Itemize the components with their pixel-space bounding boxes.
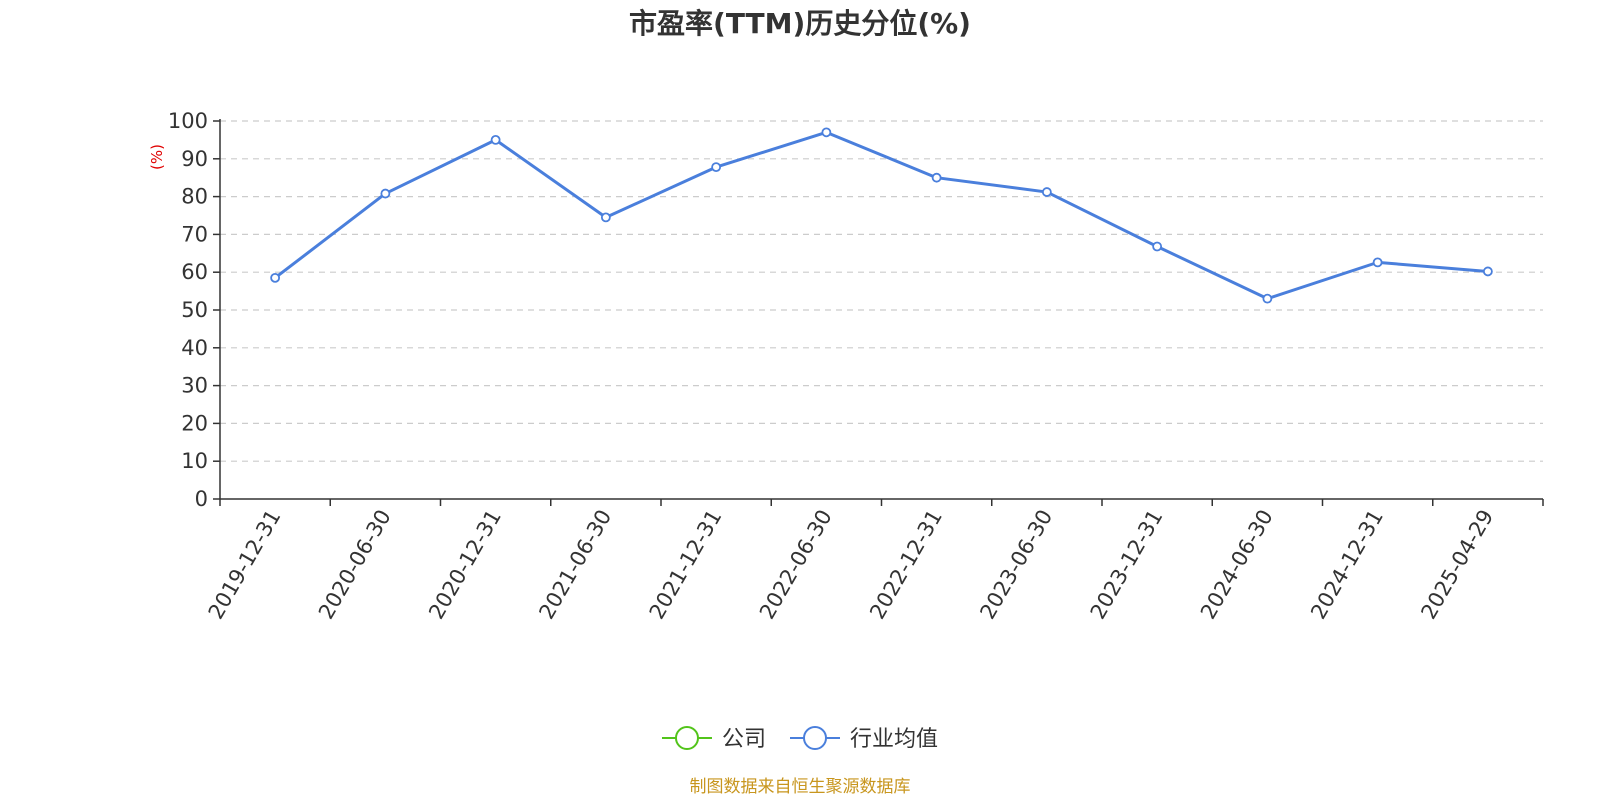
legend-item[interactable]: 公司 <box>661 726 766 752</box>
y-tick-label: 70 <box>181 222 208 246</box>
data-point[interactable] <box>931 172 942 183</box>
y-tick-label: 90 <box>181 147 208 171</box>
data-point[interactable] <box>1041 187 1052 197</box>
data-point[interactable] <box>821 127 832 138</box>
legend-marker-icon <box>674 726 699 750</box>
x-tick-label: 2021-06-30 <box>534 506 616 624</box>
y-tick-label: 20 <box>181 411 208 435</box>
data-point[interactable] <box>1372 257 1383 268</box>
y-tick-label: 40 <box>181 336 208 360</box>
x-tick-label: 2021-12-31 <box>645 506 727 624</box>
data-point[interactable] <box>711 162 722 173</box>
series-layer <box>270 127 1493 304</box>
grid-lines <box>220 120 1543 462</box>
legend-item[interactable]: 行业均值 <box>790 726 938 752</box>
y-ticks: 0 10 20 30 40 50 60 70 80 90 100 <box>168 109 220 511</box>
data-point[interactable] <box>1262 293 1273 304</box>
source-note: 制图数据来自恒生聚源数据库 <box>690 777 911 797</box>
data-point[interactable] <box>490 134 501 145</box>
x-tick-label: 2022-06-30 <box>755 506 837 624</box>
data-point[interactable] <box>1152 241 1163 252</box>
data-point[interactable] <box>1482 266 1493 277</box>
chart-title: 市盈率(TTM)历史分位(%) <box>629 7 971 40</box>
data-point[interactable] <box>600 212 611 223</box>
y-tick-label: 0 <box>195 487 208 511</box>
data-point[interactable] <box>270 272 281 283</box>
y-tick-label: 100 <box>168 109 208 133</box>
legend-label: 行业均值 <box>850 727 938 752</box>
y-tick-label: 60 <box>181 260 208 284</box>
y-tick-label: 80 <box>181 185 208 209</box>
x-tick-label: 2023-12-31 <box>1086 506 1168 624</box>
x-tick-label: 2022-12-31 <box>865 506 947 624</box>
y-axis-label: (%) <box>148 144 166 170</box>
x-ticks: 2019-12-31 2020-06-30 2020-12-31 2021-06-30… <box>204 499 1544 624</box>
y-tick-label: 50 <box>181 298 208 322</box>
x-tick-label: 2019-12-31 <box>204 506 286 624</box>
x-tick-label: 2024-06-30 <box>1196 506 1278 624</box>
x-tick-label: 2020-06-30 <box>314 506 396 624</box>
legend-label: 公司 <box>722 727 766 752</box>
y-tick-label: 30 <box>181 374 208 398</box>
x-tick-label: 2020-12-31 <box>424 506 506 624</box>
legend[interactable]: 公司 行业均值 <box>661 726 938 752</box>
series-line-1 <box>274 130 1488 301</box>
x-tick-label: 2023-06-30 <box>975 506 1057 624</box>
data-point[interactable] <box>380 188 391 199</box>
x-tick-label: 2024-12-31 <box>1306 506 1388 624</box>
legend-marker-icon <box>803 726 827 750</box>
x-tick-label: 2025-04-29 <box>1416 506 1498 624</box>
y-tick-label: 10 <box>181 449 208 473</box>
